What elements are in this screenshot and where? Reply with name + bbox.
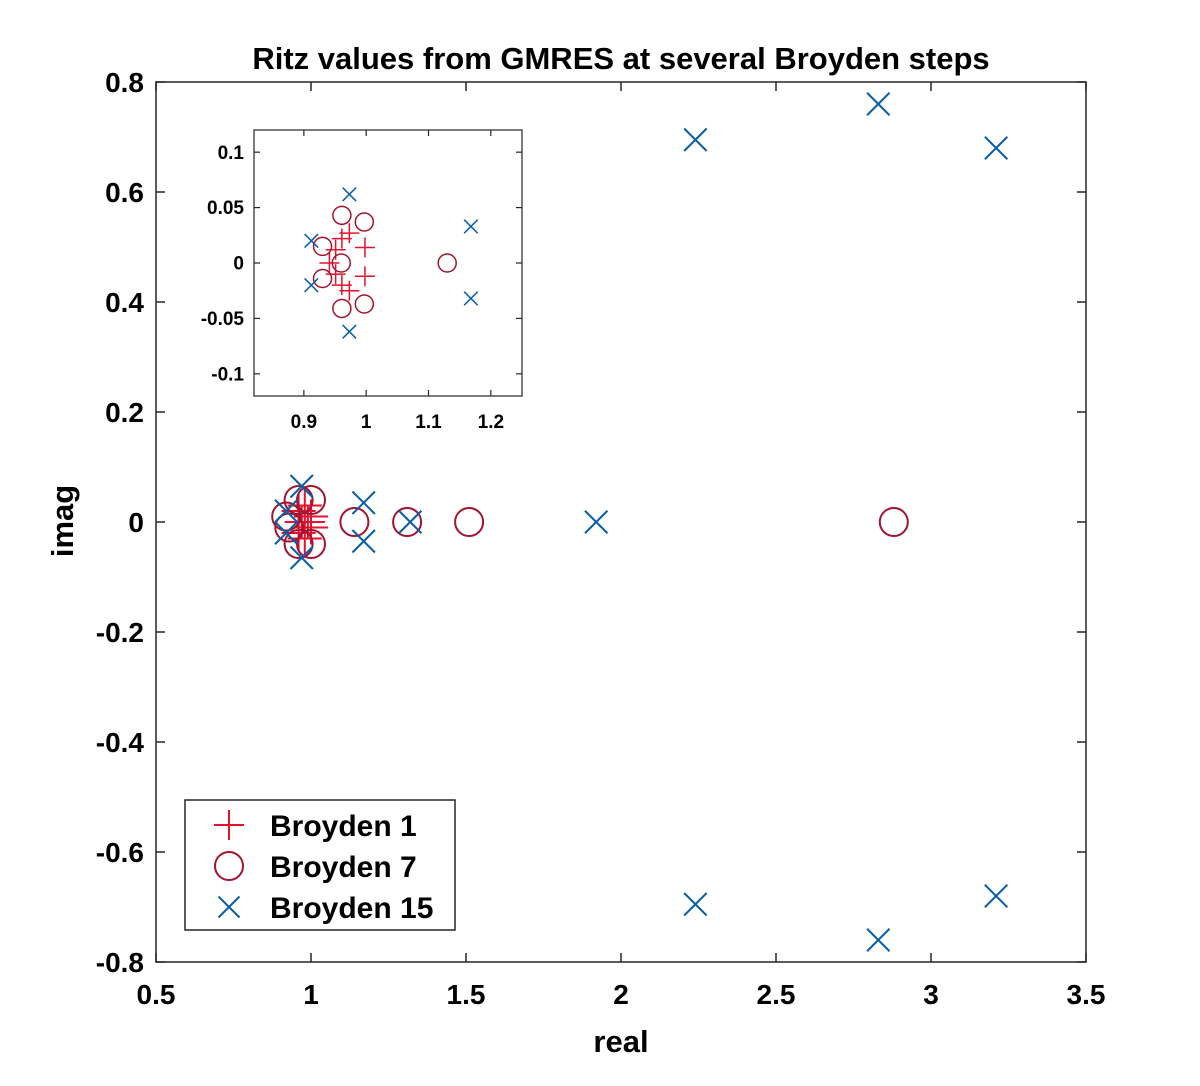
main-point-broyden-15 — [398, 510, 423, 534]
main-point-broyden-7 — [878, 507, 909, 537]
inset-point-broyden-15 — [304, 277, 319, 293]
inset-x-tick-label: 0.9 — [291, 412, 317, 433]
inset-point-broyden-15 — [342, 187, 357, 202]
inset-point-broyden-7 — [354, 212, 375, 232]
main-point-broyden-7 — [271, 501, 302, 532]
inset-y-tick-label: -0.1 — [211, 364, 244, 385]
main-y-tick-label: 0.2 — [105, 397, 144, 428]
inset-series-broyden-15 — [304, 187, 479, 339]
inset-point-broyden-7 — [332, 205, 352, 226]
main-x-tick-label: 3.5 — [1067, 979, 1106, 1010]
main-point-broyden-7 — [454, 507, 485, 537]
inset-point-broyden-1 — [339, 223, 360, 244]
main-point-broyden-15 — [984, 136, 1009, 160]
inset-y-tick-label: 0.1 — [218, 143, 245, 164]
legend: Broyden 1 Broyden 7 Broyden 15 — [184, 799, 456, 931]
main-point-broyden-7 — [283, 485, 314, 515]
main-x-tick-label: 3 — [923, 979, 939, 1010]
main-point-broyden-15 — [984, 884, 1009, 908]
chart-title: Ritz values from GMRES at several Broyde… — [252, 41, 989, 76]
inset-point-broyden-1 — [325, 264, 346, 285]
legend-label-broyden-7: Broyden 7 — [270, 851, 417, 884]
main-point-broyden-15 — [274, 499, 299, 523]
legend-label-broyden-15: Broyden 15 — [270, 892, 433, 925]
main-point-broyden-15 — [289, 545, 314, 570]
inset-point-broyden-15 — [463, 219, 479, 234]
main-point-broyden-7 — [283, 529, 314, 559]
main-x-tick-label: 2.5 — [757, 979, 796, 1010]
main-x-tick-label: 1.5 — [447, 979, 486, 1010]
main-y-tick-label: -0.4 — [96, 727, 145, 758]
main-y-tick-label: 0.8 — [105, 67, 144, 98]
inset-point-broyden-1 — [354, 266, 375, 287]
inset-y-tick-label: 0.05 — [207, 198, 244, 219]
inset-point-broyden-7 — [354, 294, 375, 314]
inset-x-tick-label: 1.1 — [415, 412, 442, 433]
main-x-tick-label: 0.5 — [137, 979, 176, 1010]
main-point-broyden-15 — [683, 892, 708, 917]
main-series-broyden-15 — [274, 92, 1009, 952]
inset-x-tick-label: 1.2 — [478, 412, 504, 433]
inset-point-broyden-7 — [437, 253, 457, 273]
main-y-tick-label: 0.6 — [105, 177, 144, 208]
inset-point-broyden-1 — [331, 228, 352, 249]
y-axis-label: imag — [45, 485, 80, 557]
main-point-broyden-15 — [274, 521, 299, 545]
legend-marker-broyden-15 — [217, 895, 241, 919]
legend-marker-broyden-7 — [214, 851, 244, 881]
main-x-tick-label: 1 — [303, 979, 319, 1010]
legend-label-broyden-1: Broyden 1 — [270, 810, 417, 843]
inset-axes-box — [253, 129, 523, 397]
main-point-broyden-15 — [866, 92, 891, 116]
inset-y-tick-label: -0.05 — [201, 309, 245, 330]
main-point-broyden-15 — [351, 490, 376, 515]
inset-point-broyden-15 — [304, 233, 319, 249]
inset-plot-area: 0.9 1 1.1 1.2 -0.1 -0.05 0 0.05 0.1 — [201, 129, 523, 433]
inset-point-broyden-7 — [332, 298, 352, 319]
inset-point-broyden-1 — [339, 280, 360, 301]
main-y-tick-label: -0.2 — [96, 617, 144, 648]
main-point-broyden-7 — [339, 507, 370, 537]
main-point-broyden-15 — [584, 510, 609, 534]
inset-point-broyden-1 — [319, 253, 340, 273]
inset-point-broyden-7 — [312, 268, 333, 289]
main-y-tick-label: 0 — [128, 507, 144, 538]
main-point-broyden-15 — [866, 928, 891, 952]
inset-x-tick-label: 1 — [361, 412, 372, 433]
main-y-tick-label: 0.4 — [105, 287, 144, 318]
main-point-broyden-15 — [683, 127, 708, 152]
legend-marker-broyden-1 — [214, 810, 244, 840]
inset-point-broyden-7 — [312, 236, 333, 257]
inset-y-tick-label: 0 — [233, 254, 244, 275]
main-point-broyden-15 — [351, 529, 376, 554]
main-point-broyden-1 — [287, 521, 322, 556]
main-point-broyden-15 — [289, 474, 314, 499]
main-point-broyden-7 — [392, 507, 423, 537]
main-y-tick-label: -0.8 — [96, 947, 144, 978]
main-y-tick-label: -0.6 — [96, 837, 144, 868]
main-x-tick-label: 2 — [613, 979, 629, 1010]
inset-point-broyden-7 — [331, 253, 352, 273]
inset-point-broyden-1 — [354, 237, 375, 258]
inset-series-broyden-7 — [312, 205, 457, 319]
inset-point-broyden-15 — [342, 324, 357, 339]
inset-point-broyden-15 — [463, 291, 479, 306]
inset-point-broyden-1 — [331, 275, 352, 296]
x-axis-label: real — [593, 1024, 648, 1059]
